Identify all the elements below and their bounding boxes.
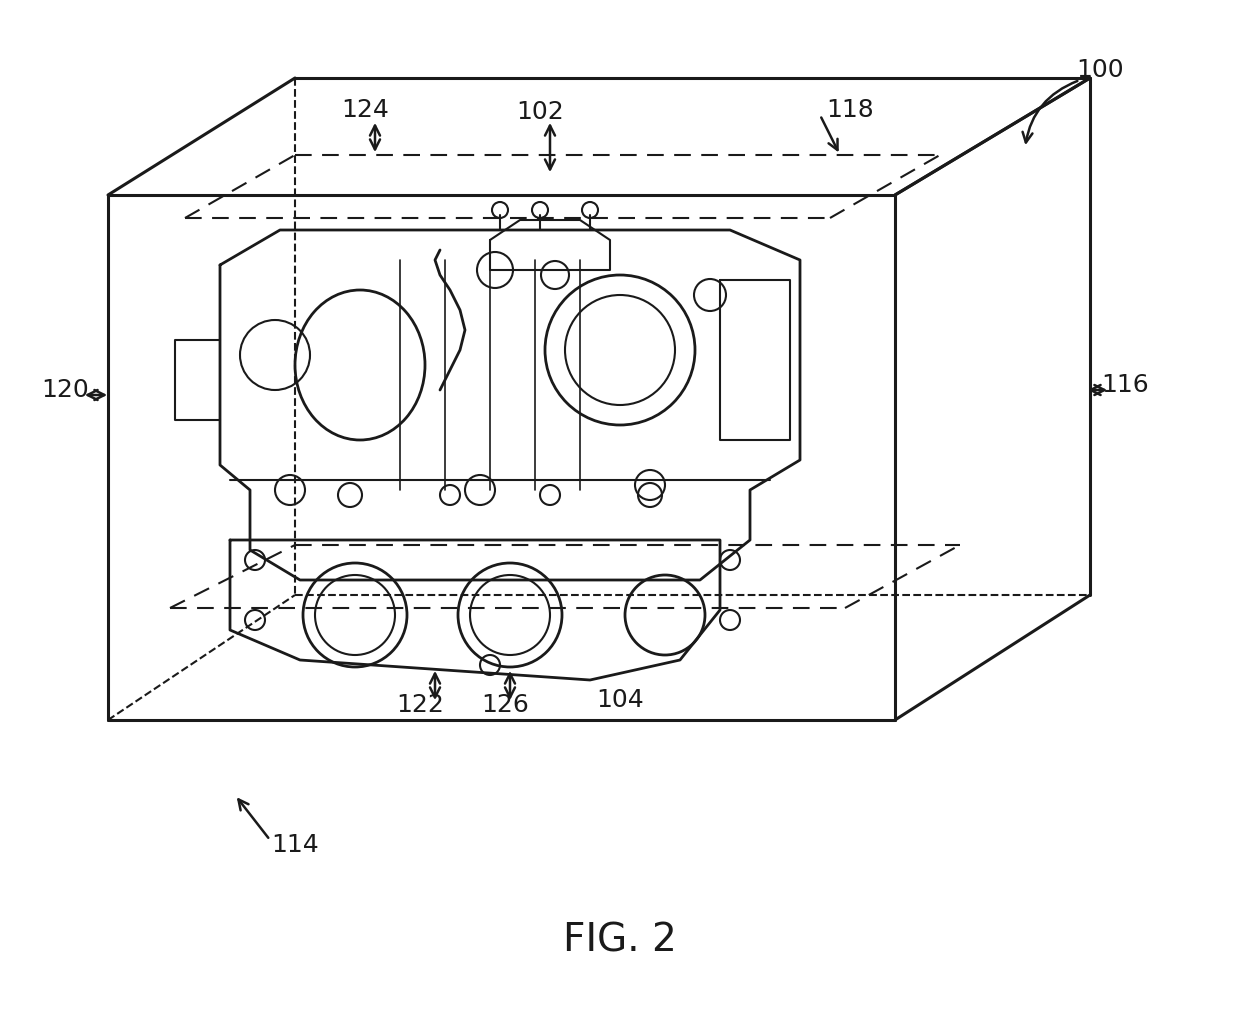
Text: 120: 120	[41, 378, 89, 402]
Text: 122: 122	[396, 693, 444, 717]
Text: FIG. 2: FIG. 2	[563, 921, 677, 959]
Text: 124: 124	[341, 98, 389, 122]
Text: 100: 100	[1076, 58, 1123, 82]
Text: 116: 116	[1101, 373, 1149, 397]
Text: 126: 126	[481, 693, 529, 717]
Text: 118: 118	[826, 98, 874, 122]
Text: 114: 114	[272, 833, 319, 857]
Text: 104: 104	[596, 688, 644, 712]
Text: 102: 102	[516, 100, 564, 124]
